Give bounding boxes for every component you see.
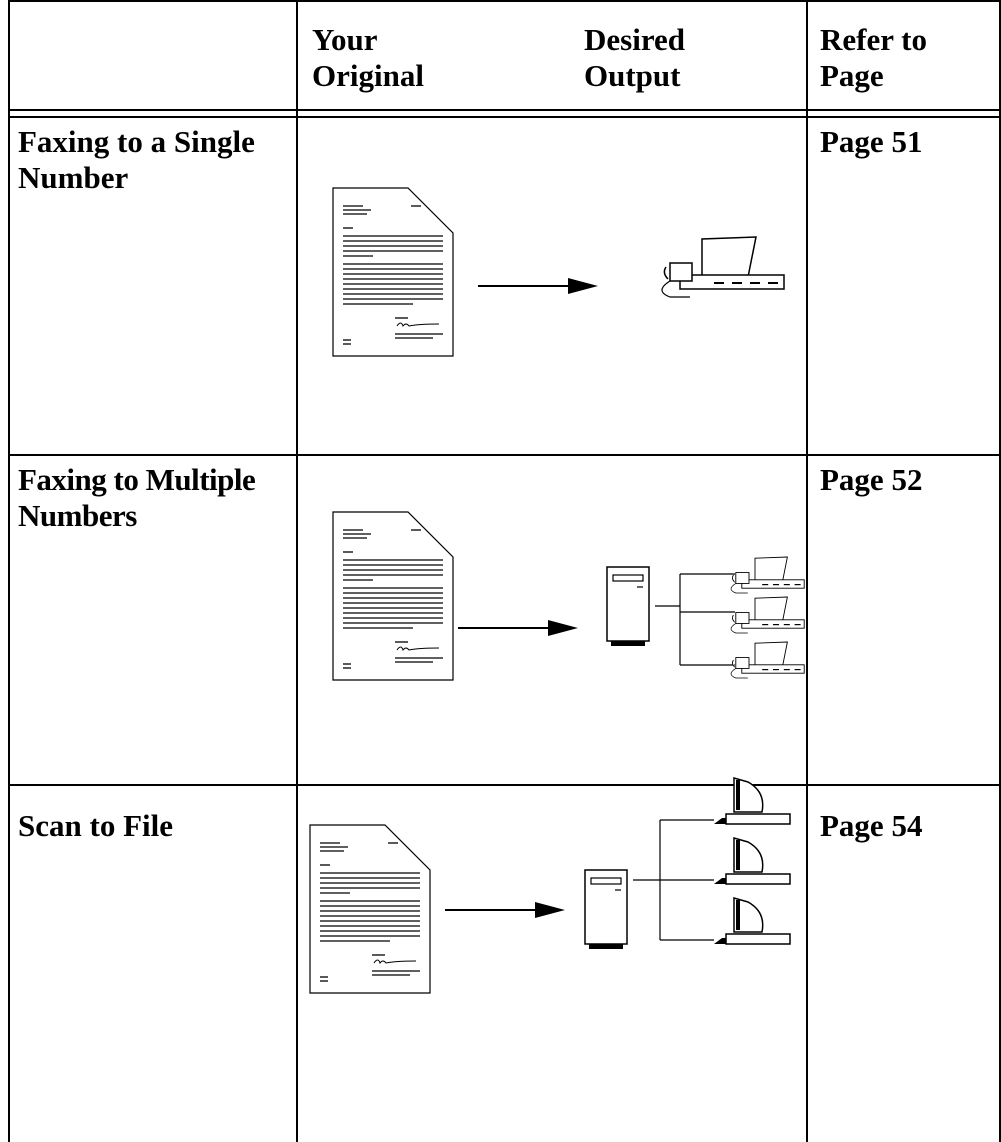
header-line: Page	[820, 58, 884, 93]
task-label: Scan to File	[18, 808, 173, 843]
grid-lines	[8, 0, 1001, 1142]
header-output: Desired Output	[584, 22, 685, 94]
task-label: Faxing to Multiple Numbers	[18, 462, 256, 533]
header-line: Refer to	[820, 22, 928, 57]
header-line: Output	[584, 58, 681, 93]
header-original: Your Original	[312, 22, 424, 94]
header-line: Desired	[584, 22, 686, 57]
row-1-illustration	[332, 187, 785, 357]
header-page: Refer to Page	[820, 22, 927, 94]
task-label: Faxing to a Single Number	[18, 124, 255, 195]
header-line: Your	[312, 22, 378, 57]
row-2-illustration	[332, 511, 805, 681]
page-ref: Page 51	[820, 124, 923, 159]
page-ref: Page 52	[820, 462, 923, 497]
row-3-illustration	[309, 777, 791, 994]
header-line: Original	[312, 58, 424, 93]
page-ref: Page 54	[820, 808, 923, 843]
